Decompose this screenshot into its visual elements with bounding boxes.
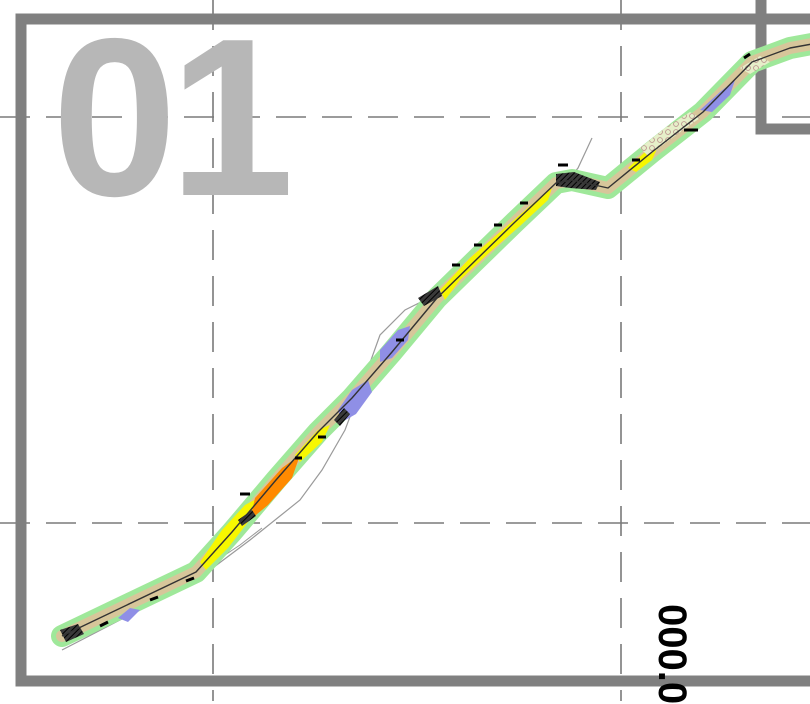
station-ticks [99, 52, 751, 628]
hatch-area-2 [418, 286, 442, 306]
sheet-frame [15, 13, 810, 687]
zone-yellow-south [200, 498, 258, 570]
centerline-icon [61, 43, 810, 637]
zone-orange [250, 455, 300, 520]
zone-purple-4 [118, 608, 140, 622]
zone-circles [640, 112, 700, 156]
zone-purple-2 [380, 326, 410, 362]
hatch-area-4 [334, 408, 350, 426]
chainage-label: 000.0 [650, 604, 694, 704]
zone-circles-2 [740, 56, 770, 74]
hatch-area-5 [238, 510, 256, 526]
sheet-number: 01 [52, 0, 294, 243]
zone-yellow-mid [295, 425, 330, 462]
title-block-corner [755, 0, 810, 135]
zone-yellow-north [440, 188, 552, 300]
